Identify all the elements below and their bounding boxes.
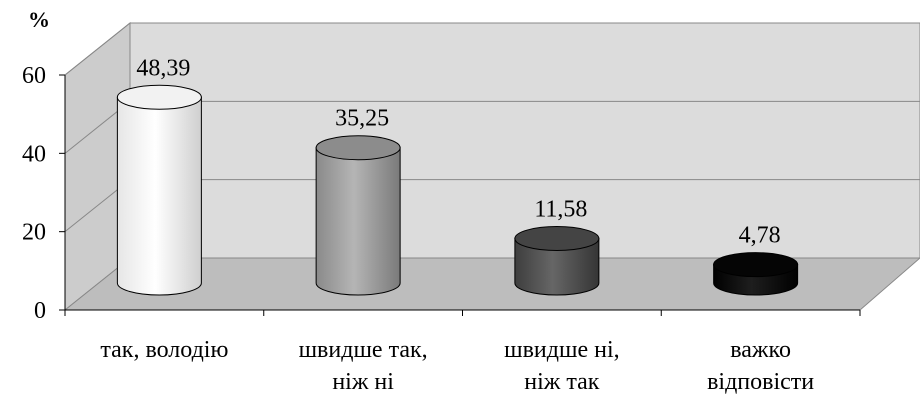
bar-body bbox=[514, 238, 600, 296]
y-tick-label: 20 bbox=[22, 220, 46, 246]
x-tick-group bbox=[64, 310, 861, 316]
data-label: 11,58 bbox=[534, 197, 587, 223]
bar-0 bbox=[116, 84, 202, 296]
y-axis-label: % bbox=[28, 7, 50, 32]
y-tick-label: 40 bbox=[22, 141, 46, 167]
category-label: швидше ні, bbox=[504, 337, 620, 363]
data-label: 35,25 bbox=[335, 106, 389, 132]
category-label-group: так, володію швидше так, ніж ні швидше ні, н… bbox=[100, 337, 814, 395]
category-label: так, володію bbox=[100, 337, 228, 363]
bar-3 bbox=[713, 252, 799, 296]
bar-top bbox=[713, 252, 799, 278]
bar-top bbox=[116, 84, 202, 110]
bar-top bbox=[315, 135, 401, 161]
data-label-group: 48,39 35,25 11,58 4,78 bbox=[136, 55, 780, 248]
category-label: ніж ні bbox=[332, 369, 394, 395]
category-label: ніж так bbox=[524, 369, 600, 395]
y-tick-label: 60 bbox=[22, 63, 46, 89]
y-tick-label: 0 bbox=[34, 298, 46, 324]
category-label: відповісти bbox=[707, 369, 814, 395]
data-label: 48,39 bbox=[136, 55, 190, 81]
bar-1 bbox=[315, 135, 401, 296]
bar-top bbox=[514, 226, 600, 252]
gridline bbox=[64, 22, 131, 76]
bar-body bbox=[116, 96, 202, 296]
y-tick-group: 0 20 40 60 bbox=[22, 63, 65, 324]
category-label: швидше так, bbox=[299, 337, 428, 363]
data-label: 4,78 bbox=[739, 223, 781, 249]
bar-2 bbox=[514, 226, 600, 296]
bar-body bbox=[315, 147, 401, 296]
category-label: важко bbox=[730, 337, 791, 363]
back-wall bbox=[129, 22, 920, 259]
bar-group bbox=[116, 84, 799, 296]
